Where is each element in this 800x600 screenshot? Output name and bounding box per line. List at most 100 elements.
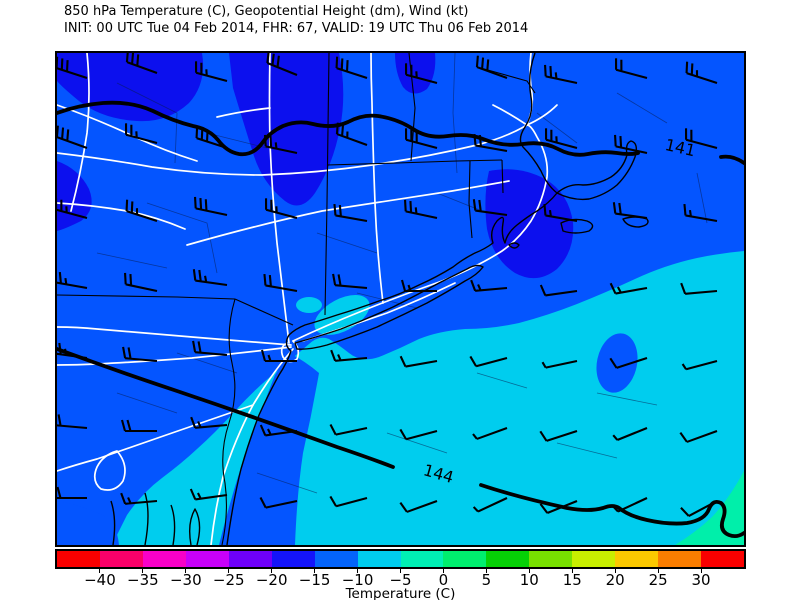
colorbar-segment-8 (400, 551, 444, 567)
county-borders (96, 53, 708, 494)
wind-barbs (57, 53, 718, 517)
colorbar-segment-10 (486, 551, 530, 567)
colorbar-segment-9 (443, 551, 487, 567)
wind-barb (612, 497, 648, 513)
wind-barb (539, 430, 578, 442)
wind-barb (329, 424, 368, 436)
wind-barb (614, 134, 648, 155)
colorbar-tick-label: 20 (605, 571, 625, 589)
wind-barb (684, 128, 718, 150)
wind-barb (259, 497, 298, 509)
colorbar-segment-0 (57, 551, 100, 567)
colorbar-tick-label: −20 (255, 571, 288, 589)
colorbar-segment-15 (701, 551, 744, 567)
colorbar-tick (228, 569, 230, 573)
wind-barb (125, 53, 158, 74)
wind-barb (192, 269, 228, 287)
colorbar-segment-3 (185, 551, 229, 567)
wind-barb (335, 122, 368, 146)
temp-blue-patch (596, 333, 638, 393)
wind-barb (120, 492, 158, 505)
colorbar-tick-label: 15 (562, 571, 582, 589)
wind-barb (264, 198, 298, 220)
wind-barb (472, 497, 508, 513)
wind-barb (335, 56, 368, 79)
colorbar-tick (571, 569, 573, 573)
wind-barb (399, 355, 438, 368)
colorbar-tick (271, 569, 273, 573)
height-contour-141 (57, 100, 640, 157)
colorbar-tick-label: −15 (298, 571, 331, 589)
colorbar-tick-label: 5 (481, 571, 492, 589)
height-contour-144 (479, 483, 744, 539)
wind-barb (543, 203, 578, 223)
wind-barb (195, 126, 228, 149)
wind-barb (330, 349, 368, 362)
temp-fill-dark-blue-patch (229, 53, 344, 206)
colorbar-tick-label: 0 (438, 571, 449, 589)
wind-barb (612, 427, 648, 441)
wind-barb (475, 55, 508, 79)
wind-barb (124, 272, 158, 293)
wind-barb (266, 53, 298, 76)
colorbar-segment-6 (314, 551, 358, 567)
wind-barb (194, 196, 228, 217)
temp-fill-green-wedge (675, 471, 744, 545)
wind-barb (404, 128, 438, 150)
wind-barb (541, 359, 578, 369)
wind-barb (472, 199, 508, 217)
wind-barb (683, 203, 718, 223)
wind-barb (57, 342, 88, 360)
colorbar-segment-5 (271, 551, 315, 567)
colorbar-segment-2 (142, 551, 186, 567)
temp-blue-finger (219, 353, 319, 545)
colorbar-tick-label: −35 (127, 571, 159, 589)
colorbar-tick (357, 569, 359, 573)
wind-barb (57, 56, 88, 79)
wind-barb (470, 279, 508, 292)
height-contours (57, 100, 744, 539)
map-frame: 141 144 (55, 51, 746, 547)
wind-barb (189, 488, 228, 501)
wind-barb (399, 500, 438, 513)
colorbar-tick-label: −10 (341, 571, 374, 589)
wind-barb (473, 133, 508, 153)
colorbar-segment-13 (615, 551, 659, 567)
colorbar-axis: −40 −35 −30 −25 −20 −15 −10 −5 0 5 10 15 20 25 30 (57, 569, 744, 593)
colorbar-tick (442, 569, 444, 573)
wind-barb (194, 61, 228, 83)
wind-barb (124, 123, 158, 145)
temp-fill-dark-blue-patch (395, 53, 436, 94)
wind-barb (404, 63, 438, 85)
colorbar-segment-14 (658, 551, 702, 567)
colorbar-segment-11 (529, 551, 573, 567)
temp-blue-corner-patch (57, 501, 119, 545)
colorbar-tick (142, 569, 144, 573)
wind-barb (260, 349, 297, 363)
colorbar-tick-label: −40 (84, 571, 116, 589)
wind-barb (264, 134, 298, 155)
wind-barb (57, 486, 87, 500)
wind-barb (399, 428, 438, 441)
wind-barb (685, 61, 718, 84)
colorbar-tick (185, 569, 187, 573)
colorbar-tick (614, 569, 616, 573)
colorbar-tick (700, 569, 702, 573)
wind-barb (472, 427, 508, 440)
wind-barb (539, 284, 578, 297)
colorbar-tick (528, 569, 530, 573)
temp-cyan-patch (296, 297, 322, 313)
wind-barb (57, 413, 88, 430)
colorbar-segment-7 (357, 551, 401, 567)
wind-barb (333, 203, 368, 223)
wind-barb (259, 424, 298, 437)
colorbar-tick (400, 569, 401, 573)
colorbar-segment-12 (572, 551, 616, 567)
wind-barb (120, 419, 157, 433)
wind-barb (680, 282, 718, 295)
state-borders (57, 53, 536, 545)
wind-barb (614, 58, 648, 80)
wind-barb (544, 128, 578, 150)
